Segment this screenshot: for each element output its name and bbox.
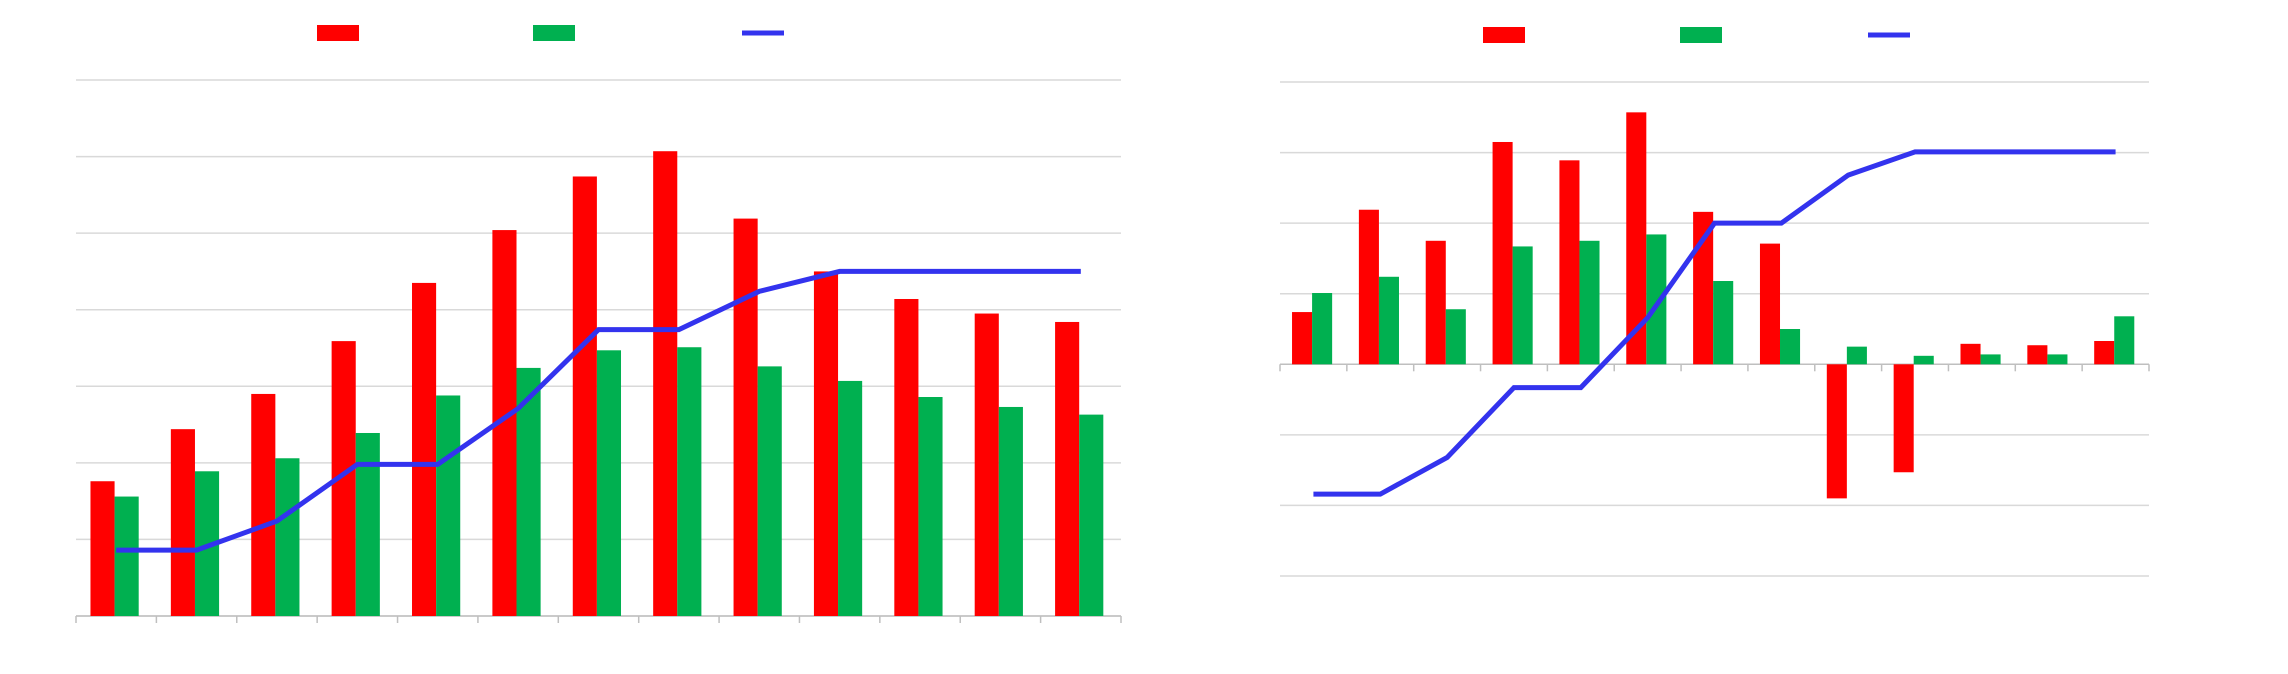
line <box>1313 149 2116 497</box>
bar <box>733 218 758 616</box>
bar <box>1425 240 1446 365</box>
bar <box>2094 340 2115 365</box>
bar <box>275 458 300 616</box>
bar <box>2047 354 2068 365</box>
bar <box>2114 316 2135 365</box>
bar <box>677 347 702 616</box>
bar <box>170 429 195 616</box>
bar <box>2027 345 2048 365</box>
bar <box>1780 329 1801 365</box>
bar <box>1378 276 1399 365</box>
bar <box>1759 243 1781 365</box>
bar <box>436 395 461 616</box>
bar <box>1292 312 1313 365</box>
legend-swatch <box>533 25 575 41</box>
bar <box>1893 364 1914 473</box>
bar <box>653 151 678 616</box>
bar <box>1559 160 1580 365</box>
bar <box>1358 209 1379 365</box>
bar <box>1445 309 1466 365</box>
bar <box>355 432 380 616</box>
bar <box>974 313 999 616</box>
bar <box>1960 343 1981 365</box>
bar <box>998 406 1023 616</box>
bar <box>1846 346 1867 365</box>
bar <box>1693 211 1714 365</box>
bar <box>1713 281 1734 365</box>
bar <box>251 393 276 616</box>
bar <box>1826 364 1847 499</box>
bar <box>596 350 622 616</box>
bar <box>1055 321 1080 616</box>
bar <box>1626 112 1647 365</box>
bar <box>1579 240 1600 365</box>
bar <box>1646 234 1667 365</box>
bar <box>1913 355 1934 365</box>
bar <box>1079 414 1104 616</box>
legend-swatch <box>1680 27 1722 43</box>
bar <box>114 496 139 616</box>
bar <box>1312 293 1333 365</box>
bar <box>1492 141 1513 365</box>
bar <box>757 366 782 616</box>
bar <box>1512 246 1533 365</box>
bar <box>90 481 115 616</box>
bar <box>572 176 597 617</box>
legend-swatch <box>317 25 359 41</box>
legend-swatch <box>1483 27 1525 43</box>
bar <box>918 397 943 616</box>
bar <box>838 380 863 616</box>
bar <box>894 298 919 616</box>
bar <box>1980 354 2001 365</box>
bar <box>813 271 839 616</box>
line <box>116 268 1081 553</box>
bar <box>412 282 437 616</box>
